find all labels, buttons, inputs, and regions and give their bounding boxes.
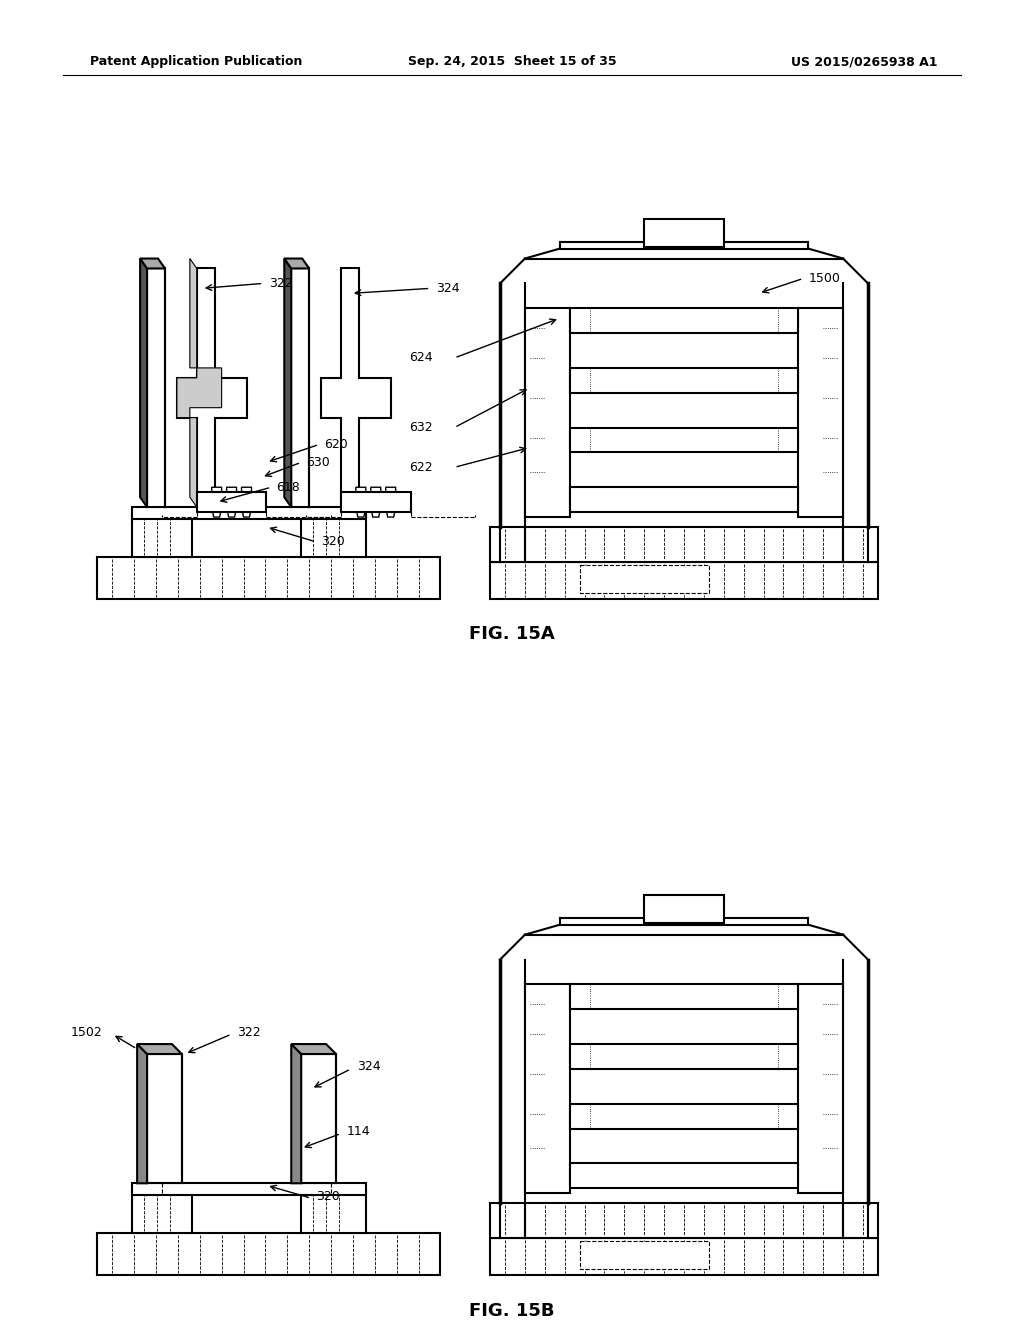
Polygon shape (291, 1044, 301, 1183)
Bar (132, 1191, 191, 1233)
Bar (301, 1191, 366, 1233)
Text: 114: 114 (347, 1125, 371, 1138)
Bar (569, 1104, 799, 1129)
Polygon shape (386, 487, 395, 517)
Bar (301, 515, 366, 557)
Polygon shape (291, 1044, 336, 1053)
Text: 1500: 1500 (808, 272, 840, 285)
Bar (569, 487, 799, 512)
Polygon shape (137, 1044, 182, 1053)
Bar (97, 557, 440, 598)
Text: 622: 622 (409, 461, 432, 474)
Bar (580, 565, 709, 593)
Text: FIG. 15B: FIG. 15B (469, 1302, 555, 1320)
Polygon shape (242, 487, 252, 517)
Polygon shape (322, 268, 391, 507)
Text: 324: 324 (357, 1060, 381, 1073)
Text: Sep. 24, 2015  Sheet 15 of 35: Sep. 24, 2015 Sheet 15 of 35 (408, 55, 616, 69)
Bar (97, 1233, 440, 1275)
Polygon shape (137, 1044, 147, 1183)
Bar (525, 985, 569, 1193)
Bar (490, 1238, 878, 1275)
Polygon shape (212, 487, 221, 517)
Polygon shape (177, 268, 247, 507)
Bar (799, 985, 843, 1193)
Bar (132, 515, 191, 557)
Text: 1502: 1502 (71, 1026, 102, 1039)
Bar (147, 268, 165, 507)
Bar (569, 1163, 799, 1188)
Polygon shape (285, 259, 291, 507)
Polygon shape (371, 487, 381, 517)
Bar (132, 507, 366, 519)
Bar (301, 1053, 336, 1183)
Bar (569, 1044, 799, 1069)
Bar (644, 895, 724, 923)
Bar (490, 527, 878, 562)
Bar (569, 428, 799, 453)
Polygon shape (140, 259, 147, 507)
Bar (644, 219, 724, 247)
Bar (490, 1203, 878, 1238)
Bar (132, 1183, 366, 1195)
Text: 618: 618 (276, 480, 300, 494)
Bar (291, 268, 309, 507)
Bar (569, 368, 799, 393)
Text: 624: 624 (409, 351, 432, 364)
Bar (569, 985, 799, 1010)
Polygon shape (356, 487, 366, 517)
Text: 322: 322 (238, 1026, 261, 1039)
Polygon shape (341, 492, 411, 512)
Bar (580, 1241, 709, 1269)
Text: 320: 320 (322, 536, 345, 548)
Bar (525, 309, 569, 517)
Bar (569, 309, 799, 333)
Bar (799, 309, 843, 517)
Polygon shape (197, 492, 266, 512)
Text: US 2015/0265938 A1: US 2015/0265938 A1 (792, 55, 938, 69)
Text: Patent Application Publication: Patent Application Publication (90, 55, 303, 69)
Text: 630: 630 (306, 455, 330, 469)
Polygon shape (285, 259, 309, 268)
Text: 320: 320 (316, 1189, 340, 1203)
Text: FIG. 15A: FIG. 15A (469, 626, 555, 643)
Bar (490, 562, 878, 598)
Text: 632: 632 (409, 421, 432, 434)
Polygon shape (177, 259, 221, 507)
Text: 324: 324 (436, 282, 460, 294)
Polygon shape (226, 487, 237, 517)
Text: 620: 620 (324, 438, 348, 451)
Polygon shape (140, 259, 165, 268)
Text: 322: 322 (269, 277, 293, 290)
Bar (147, 1053, 182, 1183)
